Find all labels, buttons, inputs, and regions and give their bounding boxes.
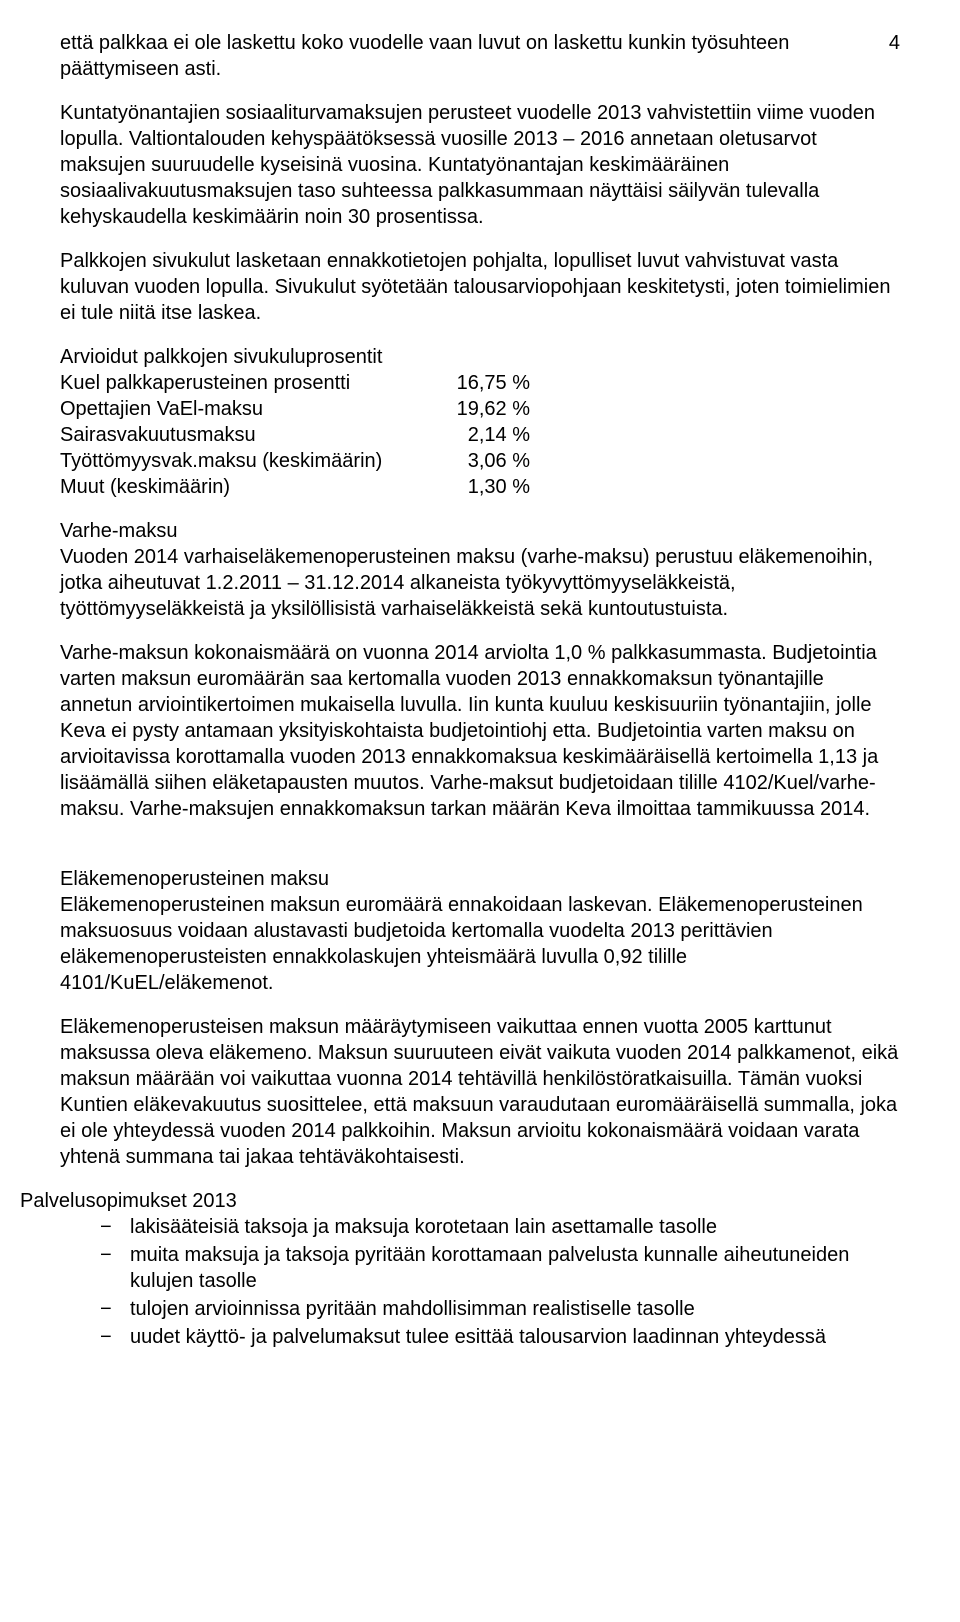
percent-label: Kuel palkkaperusteinen prosentti <box>60 370 440 396</box>
percent-row: Opettajien VaEl-maksu 19,62 % <box>60 396 900 422</box>
dash-icon: − <box>100 1324 130 1350</box>
dash-icon: − <box>100 1242 130 1294</box>
bullet-list: − lakisääteisiä taksoja ja maksuja korot… <box>100 1214 900 1350</box>
bullet-item: − uudet käyttö- ja palvelumaksut tulee e… <box>100 1324 900 1350</box>
percent-value: 2,14 % <box>440 422 530 448</box>
dash-icon: − <box>100 1214 130 1240</box>
percent-table-title: Arvioidut palkkojen sivukuluprosentit <box>60 344 900 370</box>
bullet-text: uudet käyttö- ja palvelumaksut tulee esi… <box>130 1324 900 1350</box>
percent-table: Arvioidut palkkojen sivukuluprosentit Ku… <box>60 344 900 500</box>
bullet-item: − tulojen arvioinnissa pyritään mahdolli… <box>100 1296 900 1322</box>
percent-row: Sairasvakuutusmaksu 2,14 % <box>60 422 900 448</box>
paragraph-4: Vuoden 2014 varhaiseläkemenoperusteinen … <box>60 544 900 622</box>
percent-label: Sairasvakuutusmaksu <box>60 422 440 448</box>
bullet-item: − lakisääteisiä taksoja ja maksuja korot… <box>100 1214 900 1240</box>
page-number: 4 <box>889 30 900 56</box>
bullet-item: − muita maksuja ja taksoja pyritään koro… <box>100 1242 900 1294</box>
dash-icon: − <box>100 1296 130 1322</box>
paragraph-7: Eläkemenoperusteisen maksun määräytymise… <box>60 1014 900 1170</box>
bullet-text: lakisääteisiä taksoja ja maksuja korotet… <box>130 1214 900 1240</box>
percent-label: Muut (keskimäärin) <box>60 474 440 500</box>
paragraph-3: Palkkojen sivukulut lasketaan ennakkotie… <box>60 248 900 326</box>
percent-label: Työttömyysvak.maksu (keskimäärin) <box>60 448 440 474</box>
percent-value: 1,30 % <box>440 474 530 500</box>
varhe-title: Varhe-maksu <box>60 518 900 544</box>
bullet-text: tulojen arvioinnissa pyritään mahdollisi… <box>130 1296 900 1322</box>
percent-row: Kuel palkkaperusteinen prosentti 16,75 % <box>60 370 900 396</box>
percent-value: 3,06 % <box>440 448 530 474</box>
paragraph-1: että palkkaa ei ole laskettu koko vuodel… <box>60 30 900 82</box>
elake-title: Eläkemenoperusteinen maksu <box>60 866 900 892</box>
percent-value: 19,62 % <box>440 396 530 422</box>
percent-value: 16,75 % <box>440 370 530 396</box>
bullet-text: muita maksuja ja taksoja pyritään korott… <box>130 1242 900 1294</box>
paragraph-5: Varhe-maksun kokonaismäärä on vuonna 201… <box>60 640 900 822</box>
percent-row: Työttömyysvak.maksu (keskimäärin) 3,06 % <box>60 448 900 474</box>
palvelu-title: Palvelusopimukset 2013 <box>20 1188 900 1214</box>
paragraph-6: Eläkemenoperusteinen maksun euromäärä en… <box>60 892 900 996</box>
percent-label: Opettajien VaEl-maksu <box>60 396 440 422</box>
percent-row: Muut (keskimäärin) 1,30 % <box>60 474 900 500</box>
paragraph-2: Kuntatyönantajien sosiaaliturvamaksujen … <box>60 100 900 230</box>
